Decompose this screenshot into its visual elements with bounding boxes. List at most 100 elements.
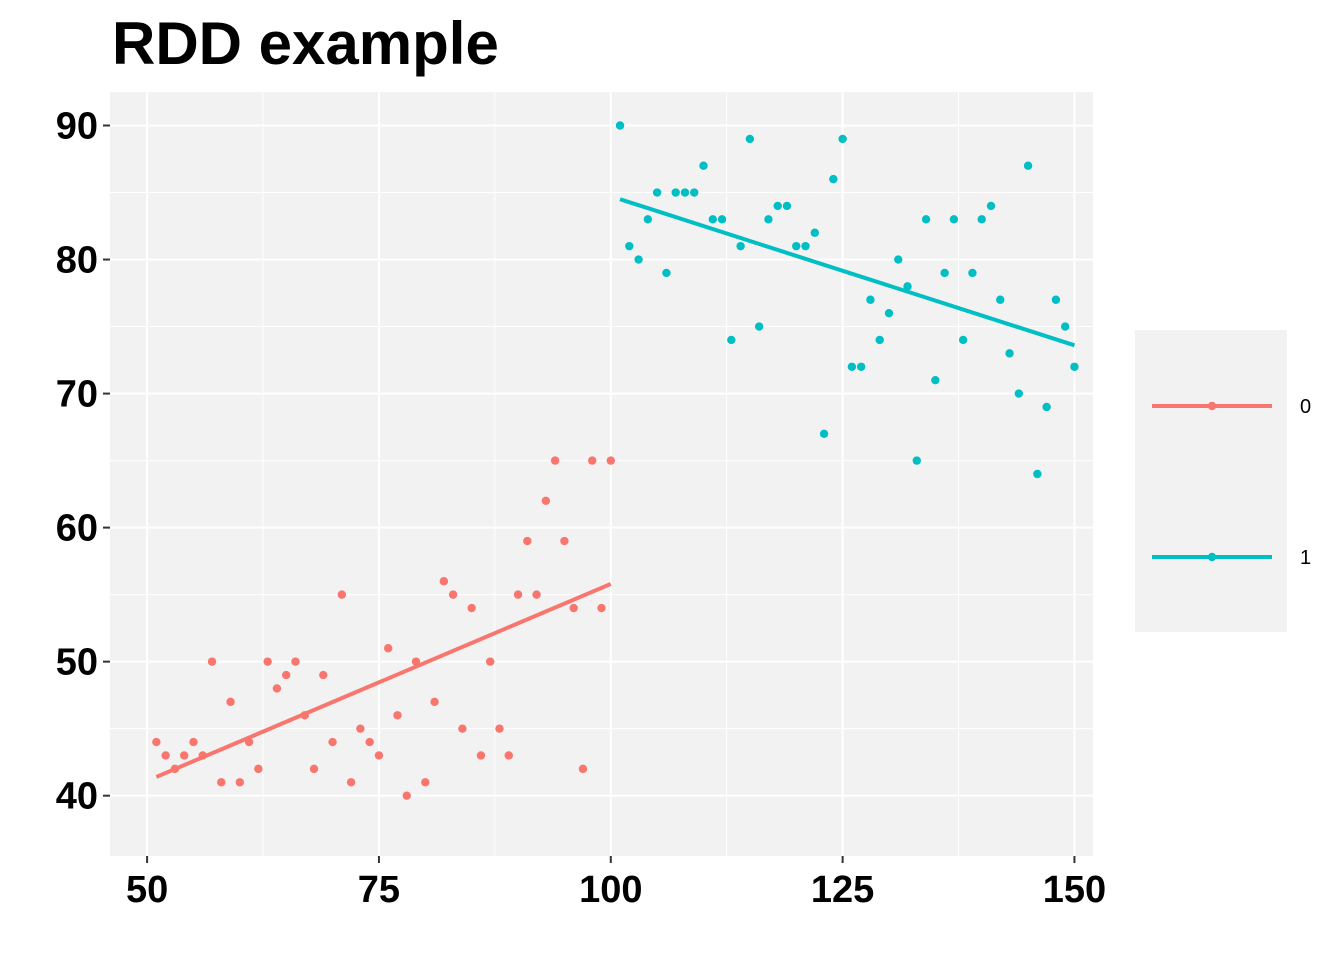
data-point-0 xyxy=(486,657,495,666)
y-tick-label: 60 xyxy=(56,508,98,550)
data-point-1 xyxy=(690,188,699,197)
data-point-1 xyxy=(949,215,959,224)
data-point-1 xyxy=(764,215,773,224)
data-point-0 xyxy=(328,737,337,747)
data-point-1 xyxy=(615,121,625,130)
data-point-0 xyxy=(430,697,439,707)
x-tick-label: 125 xyxy=(811,869,874,911)
data-point-0 xyxy=(578,764,588,774)
data-point-1 xyxy=(671,188,680,197)
data-point-0 xyxy=(235,778,245,787)
data-point-0 xyxy=(393,711,402,720)
data-point-0 xyxy=(569,603,578,613)
data-point-1 xyxy=(912,456,922,465)
data-point-1 xyxy=(717,215,727,224)
data-point-0 xyxy=(365,737,374,747)
data-point-0 xyxy=(319,670,328,680)
data-point-0 xyxy=(495,724,504,733)
data-point-0 xyxy=(458,724,467,733)
data-point-1 xyxy=(986,201,996,211)
data-point-1 xyxy=(847,362,857,371)
data-point-0 xyxy=(300,711,309,720)
data-point-0 xyxy=(532,590,541,599)
data-point-1 xyxy=(875,335,884,345)
data-point-1 xyxy=(727,335,736,345)
data-point-0 xyxy=(606,456,615,465)
data-point-1 xyxy=(680,188,690,197)
data-point-0 xyxy=(402,791,411,800)
data-point-1 xyxy=(1033,469,1042,479)
data-point-1 xyxy=(792,241,801,251)
data-point-0 xyxy=(467,603,476,613)
legend: 01 xyxy=(1152,396,1311,569)
data-point-0 xyxy=(541,496,551,506)
data-point-0 xyxy=(217,778,226,787)
fit-line-1 xyxy=(619,197,1076,348)
data-point-1 xyxy=(866,295,875,304)
data-point-1 xyxy=(745,134,755,144)
legend-key-point-1 xyxy=(1207,552,1217,562)
data-point-1 xyxy=(634,255,643,264)
data-point-1 xyxy=(921,215,931,224)
data-point-0 xyxy=(597,603,606,613)
data-point-1 xyxy=(838,134,847,144)
data-point-1 xyxy=(643,215,653,224)
data-point-0 xyxy=(374,751,384,760)
data-point-0 xyxy=(291,657,300,666)
data-point-0 xyxy=(356,724,365,733)
data-point-1 xyxy=(829,174,838,184)
data-point-1 xyxy=(625,241,634,251)
data-point-1 xyxy=(810,228,819,237)
x-tick-label: 100 xyxy=(579,869,642,911)
data-point-0 xyxy=(272,684,282,693)
data-point-1 xyxy=(1051,295,1061,304)
data-point-1 xyxy=(708,215,717,224)
data-point-0 xyxy=(254,764,263,774)
legend-label-0: 0 xyxy=(1300,396,1311,418)
data-point-1 xyxy=(773,201,782,211)
plot-panel xyxy=(110,92,1093,856)
data-point-0 xyxy=(226,697,235,707)
data-point-0 xyxy=(281,670,291,680)
data-point-1 xyxy=(958,335,968,345)
data-point-0 xyxy=(513,590,523,599)
data-point-1 xyxy=(699,161,708,170)
data-point-0 xyxy=(207,657,217,666)
data-point-1 xyxy=(754,322,764,331)
data-point-0 xyxy=(550,456,560,465)
data-point-1 xyxy=(856,362,866,371)
x-tick-label: 150 xyxy=(1043,869,1106,911)
y-tick-label: 50 xyxy=(56,642,98,684)
data-point-0 xyxy=(384,644,393,653)
data-point-0 xyxy=(152,737,161,747)
data-point-1 xyxy=(931,375,940,385)
major-grid xyxy=(110,92,1093,856)
data-point-1 xyxy=(940,268,949,278)
data-point-1 xyxy=(782,201,792,211)
fit-lines xyxy=(155,197,1076,779)
y-tick-label: 90 xyxy=(56,106,98,148)
data-point-1 xyxy=(662,268,671,278)
chart-title: RDD example xyxy=(112,10,499,77)
fit-line-0 xyxy=(155,582,612,779)
data-point-0 xyxy=(244,737,254,747)
data-point-0 xyxy=(439,577,449,586)
data-point-1 xyxy=(884,308,894,318)
data-point-0 xyxy=(161,751,170,760)
legend-label-1: 1 xyxy=(1300,547,1311,569)
data-point-1 xyxy=(1060,322,1070,331)
y-axis-labels: 40 50 60 70 80 90 xyxy=(56,106,98,818)
y-tick-label: 80 xyxy=(56,240,98,282)
data-point-0 xyxy=(523,536,532,546)
y-tick-label: 70 xyxy=(56,374,98,416)
data-point-0 xyxy=(189,737,198,747)
data-point-0 xyxy=(448,590,458,599)
data-point-1 xyxy=(996,295,1005,304)
x-tick-label: 75 xyxy=(358,869,400,911)
axis-ticks xyxy=(103,124,1076,863)
data-point-1 xyxy=(652,188,662,197)
data-point-0 xyxy=(504,751,513,760)
data-points xyxy=(152,121,1079,800)
data-point-1 xyxy=(801,241,810,251)
data-point-0 xyxy=(588,456,597,465)
